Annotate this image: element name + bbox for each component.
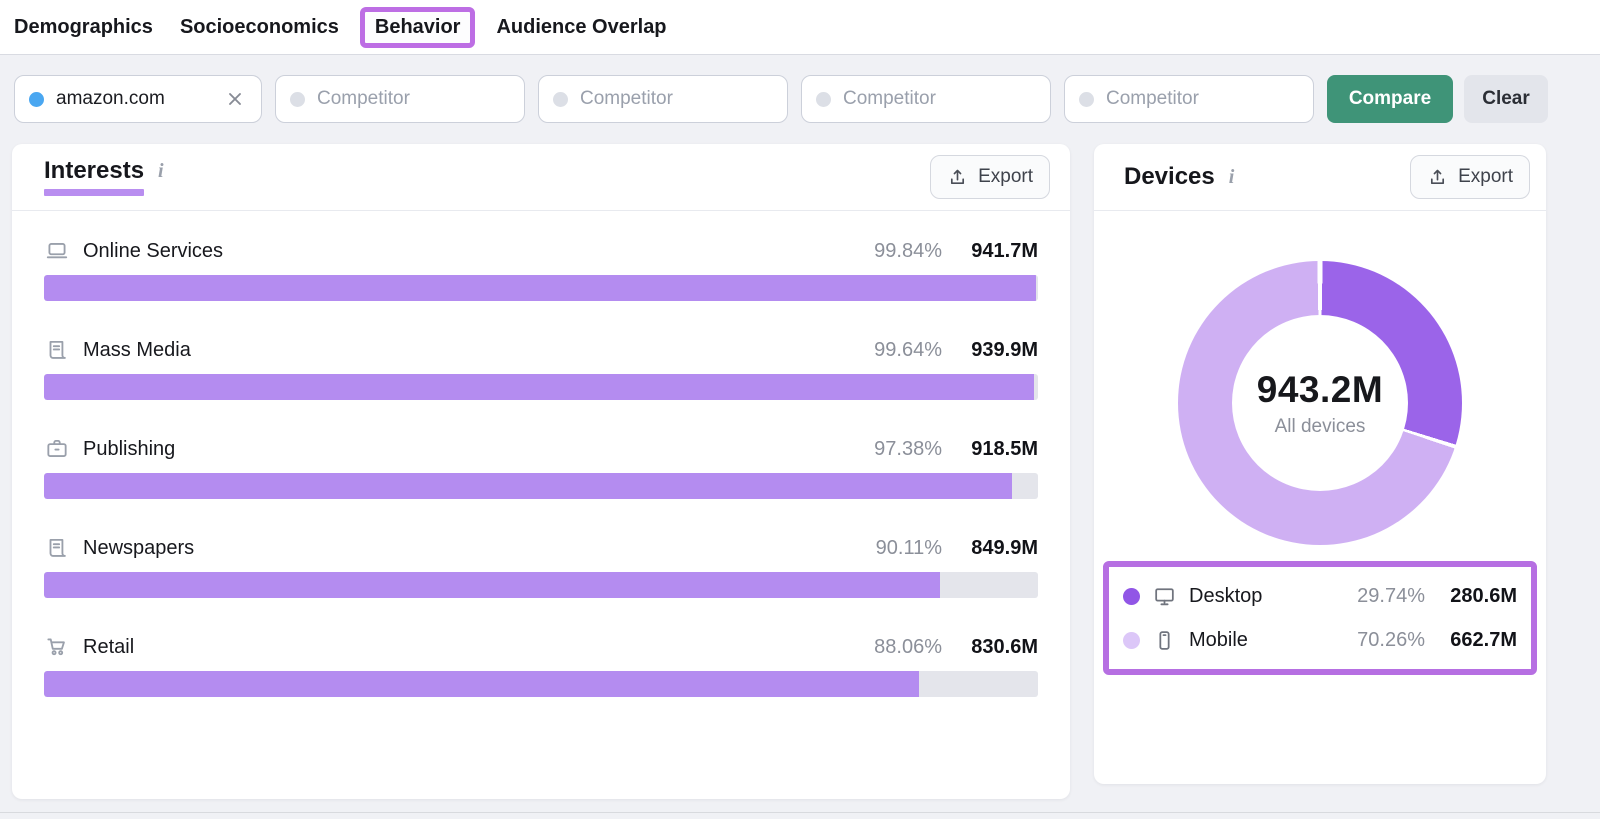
interest-bar-fill (44, 374, 1035, 400)
competitor-dot-icon (553, 91, 568, 107)
legend-row-mobile: Mobile 70.26% 662.7M (1123, 618, 1517, 662)
competitor-dot-icon (816, 91, 831, 107)
news-icon (49, 340, 66, 359)
interest-value: 939.9M (971, 338, 1038, 361)
competitor-input-3[interactable] (843, 88, 1036, 110)
devices-donut-chart: 943.2M All devices (1178, 261, 1462, 545)
interest-bar-track (44, 473, 1038, 499)
interest-bar-fill (44, 572, 940, 598)
tab-demographics[interactable]: Demographics (14, 15, 153, 38)
competitor-input-4[interactable] (1106, 88, 1299, 110)
interest-bar-fill (44, 671, 920, 697)
annotation-box-behavior: Behavior (359, 6, 476, 48)
remove-domain-button[interactable] (223, 87, 247, 111)
news-icon (49, 538, 66, 557)
legend-value: 662.7M (1450, 628, 1517, 651)
donut-center: 943.2M All devices (1232, 315, 1408, 491)
interest-bar-track (44, 275, 1038, 301)
interest-row: Publishing 97.38% 918.5M (44, 436, 1038, 499)
legend-row-desktop: Desktop 29.74% 280.6M (1123, 574, 1517, 618)
interest-label: Newspapers (83, 536, 195, 559)
domain-chip-label: amazon.com (56, 88, 165, 109)
laptop-icon (46, 243, 68, 259)
interests-card: Interests i Export Online Services (12, 144, 1070, 799)
legend-value: 280.6M (1450, 584, 1517, 607)
desktop-icon (1155, 587, 1174, 605)
page-bottom-divider (0, 812, 1600, 813)
interest-percent: 97.38% (874, 437, 942, 460)
interest-percent: 99.64% (874, 338, 942, 361)
competitor-input-2[interactable] (580, 88, 773, 110)
competitor-input-4-wrap (1064, 75, 1314, 123)
devices-export-button[interactable]: Export (1410, 155, 1530, 199)
interest-percent: 90.11% (875, 536, 942, 559)
close-icon (229, 93, 241, 105)
interest-row: Newspapers 90.11% 849.9M (44, 535, 1038, 598)
top-nav: Demographics Socioeconomics Behavior Aud… (0, 0, 1600, 55)
donut-center-caption: All devices (1274, 415, 1366, 437)
mobile-icon (1159, 630, 1170, 650)
briefcase-icon (47, 439, 67, 457)
interest-value: 849.9M (971, 536, 1038, 559)
mobile-legend-dot (1123, 631, 1140, 649)
interest-value: 830.6M (971, 635, 1038, 658)
legend-percent: 29.74% (1357, 584, 1425, 607)
devices-header: Devices i Export (1094, 144, 1546, 211)
interest-bar-track (44, 671, 1038, 697)
desktop-legend-dot (1123, 587, 1140, 605)
interest-row: Mass Media 99.64% 939.9M (44, 337, 1038, 400)
domain-dot-icon (29, 91, 44, 107)
competitor-dot-icon (290, 91, 305, 107)
interests-header: Interests i Export (12, 144, 1070, 211)
devices-card: Devices i Export 943.2M All devices (1094, 144, 1546, 784)
interest-label: Online Services (83, 239, 224, 262)
interest-value: 941.7M (971, 239, 1038, 262)
interest-bar-fill (44, 473, 1012, 499)
cart-icon (47, 638, 65, 656)
interests-list: Online Services 99.84% 941.7M Mass Media (12, 211, 1070, 697)
interest-row: Online Services 99.84% 941.7M (44, 238, 1038, 301)
tab-socioeconomics[interactable]: Socioeconomics (179, 15, 339, 38)
interest-bar-track (44, 374, 1038, 400)
clear-button[interactable]: Clear (1464, 75, 1548, 123)
info-icon[interactable]: i (158, 160, 164, 183)
competitor-input-1-wrap (275, 75, 525, 123)
interest-row: Retail 88.06% 830.6M (44, 634, 1038, 697)
info-icon[interactable]: i (1228, 165, 1235, 188)
interest-value: 918.5M (971, 437, 1038, 460)
interest-label: Retail (83, 635, 135, 658)
competitor-input-1[interactable] (317, 88, 510, 110)
tab-audience-overlap[interactable]: Audience Overlap (496, 15, 667, 38)
donut-center-value: 943.2M (1256, 368, 1384, 410)
interest-percent: 88.06% (874, 635, 942, 658)
domain-chip[interactable]: amazon.com (14, 75, 262, 123)
interest-percent: 99.84% (874, 239, 942, 262)
filter-bar: amazon.com Compare Clear (14, 75, 1600, 123)
annotation-underline-interests (44, 188, 145, 196)
competitor-input-2-wrap (538, 75, 788, 123)
interests-export-button[interactable]: Export (930, 155, 1050, 199)
devices-title: Devices (1124, 162, 1215, 190)
compare-button[interactable]: Compare (1327, 75, 1453, 123)
interest-label: Mass Media (83, 338, 191, 361)
competitor-input-3-wrap (801, 75, 1051, 123)
legend-label: Mobile (1189, 628, 1248, 651)
tab-behavior[interactable]: Behavior (374, 15, 461, 38)
interest-bar-track (44, 572, 1038, 598)
export-icon (951, 169, 965, 184)
interest-label: Publishing (83, 437, 176, 460)
legend-percent: 70.26% (1357, 628, 1425, 651)
competitor-dot-icon (1079, 91, 1094, 107)
interests-title: Interests (44, 157, 145, 185)
export-icon (1431, 169, 1445, 184)
legend-label: Desktop (1189, 584, 1263, 607)
annotation-box-devices-legend: Desktop 29.74% 280.6M Mobile 70.26% 662.… (1103, 561, 1537, 675)
content-area: Interests i Export Online Services (12, 144, 1600, 799)
interest-bar-fill (44, 275, 1037, 301)
